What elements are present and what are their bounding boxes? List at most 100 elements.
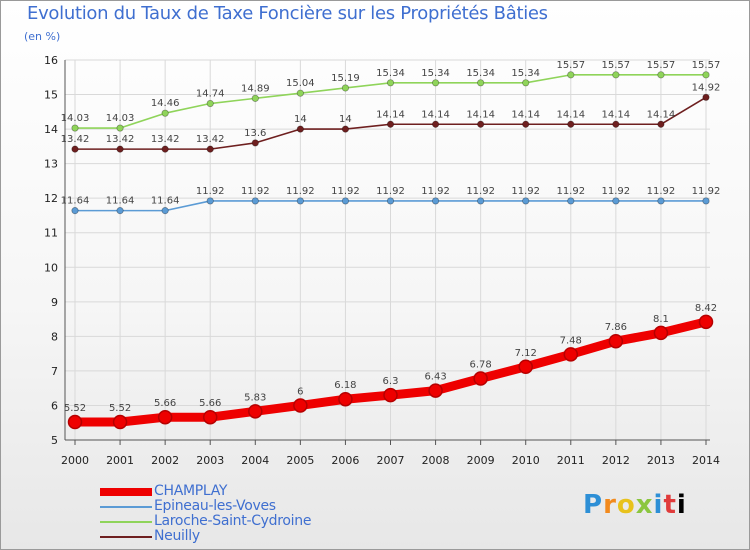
series-epineau-les-voves bbox=[71, 197, 710, 215]
data-label: 5.52 bbox=[64, 403, 86, 414]
data-label: 13.42 bbox=[151, 134, 180, 145]
data-label: 11.92 bbox=[466, 186, 495, 197]
data-point bbox=[431, 197, 440, 205]
legend-label: Epineau-les-Voves bbox=[154, 498, 276, 514]
x-tick-label: 2004 bbox=[241, 454, 269, 467]
data-point bbox=[251, 139, 259, 147]
data-label: 5.52 bbox=[109, 403, 131, 414]
x-tick-label: 2007 bbox=[377, 454, 405, 467]
data-point bbox=[161, 145, 169, 153]
data-point bbox=[71, 124, 79, 132]
data-label: 14.03 bbox=[106, 113, 135, 124]
data-label: 14.14 bbox=[647, 109, 676, 120]
data-point bbox=[477, 120, 485, 128]
x-tick-label: 2010 bbox=[512, 454, 540, 467]
data-label: 11.92 bbox=[511, 186, 540, 197]
data-label: 11.92 bbox=[196, 186, 225, 197]
data-point bbox=[338, 391, 353, 407]
data-point bbox=[251, 94, 259, 102]
data-labels: 5.52 5.52 5.66 5.66 5.83 6 6.18 6.3 6.43 6.78 7.12… bbox=[61, 60, 721, 414]
y-tick-label: 12 bbox=[44, 192, 58, 205]
data-label: 15.57 bbox=[692, 60, 721, 71]
data-label: 14.14 bbox=[376, 109, 405, 120]
proxiti-logo: Proxiti bbox=[583, 490, 687, 520]
y-tick-label: 11 bbox=[44, 227, 58, 240]
y-tick-label: 16 bbox=[44, 54, 58, 67]
series-laroche-saint-cydroine bbox=[71, 71, 710, 132]
data-label: 11.92 bbox=[647, 186, 676, 197]
data-point bbox=[116, 145, 124, 153]
data-label: 13.6 bbox=[244, 128, 266, 139]
data-point bbox=[702, 71, 710, 79]
data-label: 11.92 bbox=[692, 186, 721, 197]
data-point bbox=[112, 414, 128, 430]
data-point bbox=[567, 197, 575, 205]
x-tick-label: 2014 bbox=[692, 454, 720, 467]
data-point bbox=[563, 347, 579, 362]
data-label: 11.92 bbox=[286, 186, 315, 197]
data-label: 11.64 bbox=[61, 196, 90, 207]
y-tick-label: 9 bbox=[51, 296, 58, 309]
data-point bbox=[386, 120, 395, 128]
data-label: 14.92 bbox=[692, 82, 721, 93]
data-label: 8.1 bbox=[653, 314, 669, 325]
data-label: 11.92 bbox=[421, 186, 450, 197]
data-point bbox=[296, 197, 304, 205]
data-label: 14 bbox=[339, 114, 352, 125]
series-neuilly bbox=[71, 93, 710, 153]
data-label: 13.42 bbox=[106, 134, 135, 145]
y-axis-unit: (en %) bbox=[24, 30, 61, 43]
data-point bbox=[71, 145, 79, 153]
data-point bbox=[251, 197, 259, 205]
data-point bbox=[293, 398, 308, 413]
x-tick-label: 2006 bbox=[331, 454, 359, 467]
data-point bbox=[206, 99, 214, 108]
data-point bbox=[296, 125, 304, 133]
legend-label: Neuilly bbox=[154, 528, 200, 544]
data-label: 8.42 bbox=[695, 303, 717, 314]
tick-labels: 5 6 7 8 9 10 11 12 13 14 15 16 2000 2001 2002 2003 2004 2… bbox=[44, 54, 720, 467]
series-group bbox=[67, 71, 714, 430]
data-label: 7.86 bbox=[605, 322, 627, 333]
data-point bbox=[477, 197, 485, 205]
data-point bbox=[386, 79, 395, 87]
data-point bbox=[612, 120, 620, 128]
data-point bbox=[161, 207, 169, 215]
data-point bbox=[702, 93, 710, 101]
data-point bbox=[518, 359, 533, 375]
data-point bbox=[116, 124, 124, 132]
data-point bbox=[67, 414, 83, 430]
data-point bbox=[428, 383, 443, 398]
data-label: 7.12 bbox=[515, 348, 537, 359]
data-point bbox=[477, 79, 485, 87]
data-label: 6.78 bbox=[470, 360, 492, 371]
data-label: 15.57 bbox=[556, 60, 585, 71]
data-point bbox=[612, 197, 620, 205]
data-label: 15.34 bbox=[421, 68, 450, 79]
data-label: 6.18 bbox=[334, 380, 356, 391]
data-point bbox=[522, 120, 530, 128]
series-champlay bbox=[67, 314, 714, 430]
data-label: 14.89 bbox=[241, 83, 270, 94]
y-tick-label: 8 bbox=[51, 330, 58, 343]
data-point bbox=[202, 409, 218, 425]
data-point bbox=[657, 71, 665, 79]
data-label: 6 bbox=[297, 386, 303, 397]
x-tick-label: 2002 bbox=[151, 454, 179, 467]
legend-swatch bbox=[100, 506, 152, 508]
data-label: 11.64 bbox=[106, 196, 135, 207]
data-point bbox=[612, 71, 620, 79]
data-label: 14.74 bbox=[196, 89, 225, 100]
data-label: 13.42 bbox=[61, 134, 90, 145]
data-label: 5.66 bbox=[199, 398, 221, 409]
data-point bbox=[386, 197, 395, 205]
data-point bbox=[522, 79, 530, 87]
legend-label: Laroche-Saint-Cydroine bbox=[154, 513, 312, 529]
y-tick-label: 5 bbox=[51, 434, 58, 447]
data-point bbox=[383, 387, 398, 403]
data-point bbox=[431, 79, 440, 87]
data-label: 6.43 bbox=[424, 372, 446, 383]
y-tick-label: 10 bbox=[44, 261, 58, 274]
y-tick-label: 6 bbox=[51, 399, 58, 412]
